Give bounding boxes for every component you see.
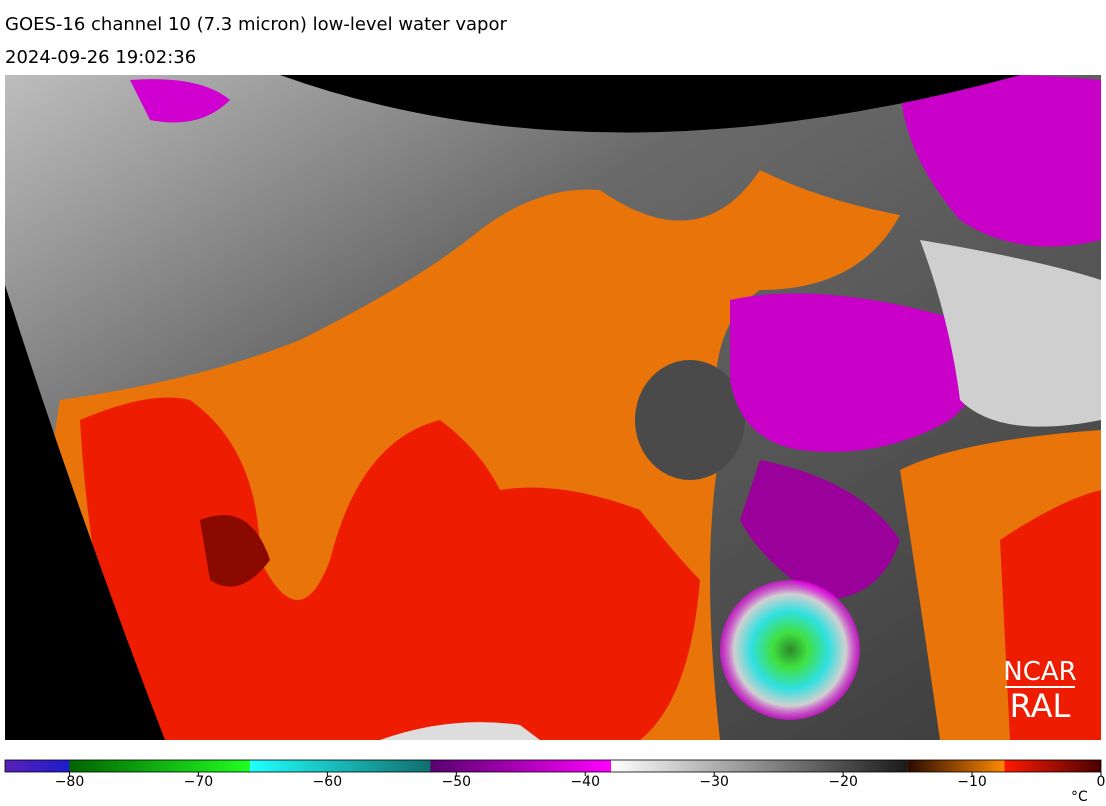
colorbar-segment <box>249 760 431 772</box>
colorbar-tick-label: −70 <box>184 774 214 790</box>
colorbar: −80 −70 −60 −50 −40 −30 −20 −10 0 °C <box>4 759 1106 805</box>
colorbar-tick-label: −40 <box>570 774 600 790</box>
satellite-image <box>5 75 1101 740</box>
colorbar-tick-label: −60 <box>313 774 343 790</box>
title: GOES-16 channel 10 (7.3 micron) low-leve… <box>5 14 507 35</box>
colorbar-frame <box>4 759 1102 773</box>
colorbar-tick-label: −50 <box>442 774 472 790</box>
colorbar-tick-label: −20 <box>828 774 858 790</box>
colorbar-segment <box>907 760 1005 772</box>
colorbar-segment <box>69 760 250 772</box>
colorbar-tick-label: −30 <box>699 774 729 790</box>
colorbar-segment <box>5 760 70 772</box>
logo-ncar: NCAR <box>1003 657 1076 687</box>
colorbar-segment <box>611 760 908 772</box>
colorbar-segment <box>430 760 612 772</box>
colorbar-tick-label: 0 <box>1097 774 1106 790</box>
colorbar-unit: °C <box>1071 789 1088 805</box>
logo-ral: RAL <box>1010 687 1071 725</box>
colorbar-tick-label: −80 <box>55 774 85 790</box>
colorbar-segment <box>1004 760 1101 772</box>
colorbar-tick-label: −10 <box>957 774 987 790</box>
timestamp: 2024-09-26 19:02:36 <box>5 47 196 68</box>
